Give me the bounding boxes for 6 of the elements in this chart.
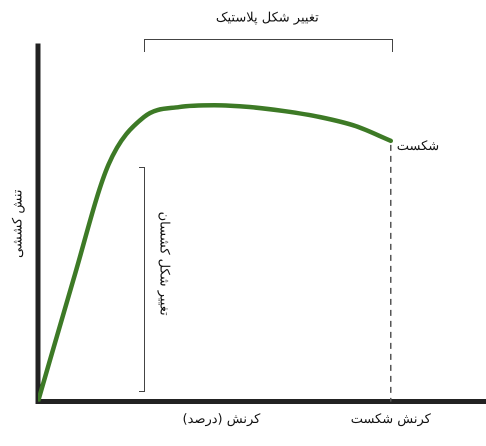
- annotation: شکست: [396, 139, 440, 154]
- annotation: تغییر شکل کشسان: [156, 212, 172, 316]
- text: تغییر شکل پلاستیک: [216, 10, 320, 26]
- y-axis-title: تنش کششی: [10, 189, 26, 258]
- text: کرنش شکست: [350, 412, 432, 427]
- x-axis-title: کرنش (درصد): [182, 412, 262, 427]
